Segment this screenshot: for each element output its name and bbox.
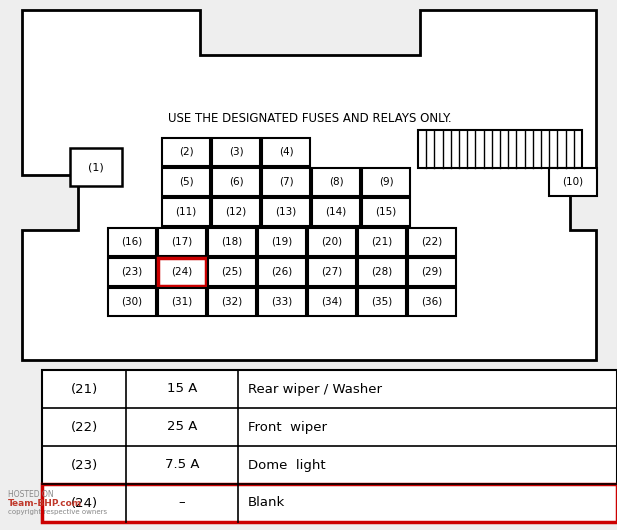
Text: (22): (22) [421,237,442,247]
Text: Team-BHP.com: Team-BHP.com [8,499,82,508]
Text: (31): (31) [172,297,193,307]
Bar [162,168,210,196]
Text: (33): (33) [271,297,292,307]
Text: (8): (8) [329,177,343,187]
Bar [408,258,456,286]
Bar [258,228,306,256]
Bar [70,148,122,186]
Text: (12): (12) [225,207,247,217]
Text: (1): (1) [88,162,104,172]
Text: (10): (10) [563,177,584,187]
Bar [212,198,260,226]
Text: (23): (23) [70,458,97,472]
Text: (26): (26) [271,267,292,277]
Text: (19): (19) [271,237,292,247]
Text: (21): (21) [371,237,392,247]
Bar [258,288,306,316]
Bar [408,288,456,316]
Text: (28): (28) [371,267,392,277]
Bar [208,288,256,316]
Text: (6): (6) [229,177,243,187]
Text: HOSTED ON: HOSTED ON [8,490,54,499]
Bar [418,130,582,168]
Bar [262,168,310,196]
Text: (7): (7) [279,177,293,187]
Text: (20): (20) [321,237,342,247]
Bar [358,288,406,316]
Text: Dome  light: Dome light [248,458,326,472]
Text: (30): (30) [122,297,143,307]
Bar [258,258,306,286]
Text: (4): (4) [279,147,293,157]
Bar [42,370,617,522]
Text: copyright respective owners: copyright respective owners [8,509,107,515]
Bar [208,258,256,286]
Text: (21): (21) [70,383,97,395]
Bar [262,198,310,226]
Text: (11): (11) [175,207,197,217]
Bar [312,198,360,226]
Text: 7.5 A: 7.5 A [165,458,199,472]
Text: 15 A: 15 A [167,383,197,395]
Bar [158,228,206,256]
Text: (34): (34) [321,297,342,307]
Text: (32): (32) [222,297,242,307]
Text: USE THE DESIGNATED FUSES AND RELAYS ONLY.: USE THE DESIGNATED FUSES AND RELAYS ONLY… [168,111,452,125]
Text: (16): (16) [122,237,143,247]
Text: (17): (17) [172,237,193,247]
Bar [362,198,410,226]
Bar [158,258,206,286]
Text: Front  wiper: Front wiper [248,420,327,434]
Bar [358,258,406,286]
Bar [358,228,406,256]
Text: (2): (2) [179,147,193,157]
Text: –: – [179,497,185,509]
Text: (14): (14) [325,207,347,217]
Text: (5): (5) [179,177,193,187]
Bar [108,258,156,286]
Bar [42,484,617,522]
Text: (24): (24) [172,267,193,277]
Text: (36): (36) [421,297,442,307]
Bar [108,288,156,316]
Text: (13): (13) [275,207,297,217]
Bar [308,258,356,286]
Polygon shape [22,10,596,360]
Text: Rear wiper / Washer: Rear wiper / Washer [248,383,382,395]
Text: (27): (27) [321,267,342,277]
Bar [212,138,260,166]
Text: (29): (29) [421,267,442,277]
Bar [162,138,210,166]
Bar [549,168,597,196]
Text: (23): (23) [122,267,143,277]
Bar [312,168,360,196]
Bar [308,228,356,256]
Text: (22): (22) [70,420,97,434]
Text: (35): (35) [371,297,392,307]
Text: (3): (3) [229,147,243,157]
Text: (18): (18) [222,237,242,247]
Bar [158,288,206,316]
Bar [262,138,310,166]
Bar [108,228,156,256]
Text: (15): (15) [375,207,397,217]
Bar [362,168,410,196]
Bar [408,228,456,256]
Text: 25 A: 25 A [167,420,197,434]
Bar [212,168,260,196]
Text: (9): (9) [379,177,393,187]
Bar [308,288,356,316]
Text: (25): (25) [222,267,242,277]
Bar [162,198,210,226]
Text: Blank: Blank [248,497,285,509]
Text: (24): (24) [70,497,97,509]
Bar [208,228,256,256]
